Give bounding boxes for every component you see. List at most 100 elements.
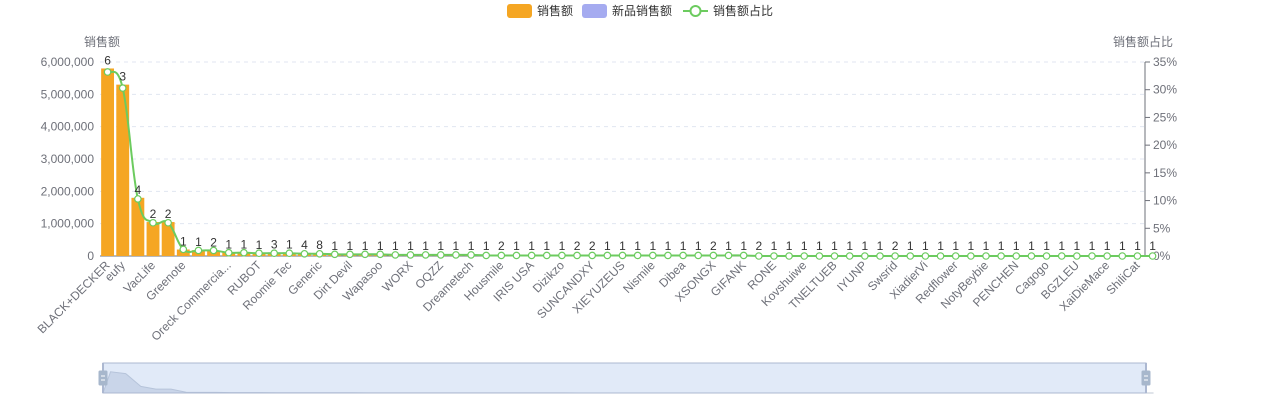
y-left-tick-3: 3,000,000 — [41, 152, 95, 166]
zoom-handle-left[interactable] — [98, 363, 108, 393]
share-point-7 — [209, 246, 218, 255]
legend-item-0[interactable]: 销售额 — [507, 3, 573, 18]
bar-label-19: 1 — [392, 239, 399, 253]
x-label-20: WORX — [379, 258, 415, 294]
bar-label-5: 1 — [180, 234, 187, 248]
y-right-tick-6: 30% — [1153, 83, 1177, 97]
y-right-tick-5: 25% — [1153, 110, 1177, 124]
bar-label-64: 1 — [1074, 239, 1081, 253]
share-point-11 — [270, 249, 278, 258]
share-point-49 — [845, 252, 854, 260]
bar-sales-2 — [131, 197, 145, 256]
share-point-13 — [300, 249, 309, 258]
share-point-17 — [361, 250, 369, 259]
bar-label-52: 2 — [892, 239, 899, 253]
y-left-tick-5: 5,000,000 — [41, 87, 95, 101]
share-point-69 — [1148, 252, 1157, 260]
share-point-52 — [891, 252, 899, 260]
bar-label-37: 1 — [665, 239, 672, 253]
share-point-53 — [906, 252, 915, 260]
bar-label-8: 1 — [225, 237, 232, 251]
bar-label-20: 1 — [407, 239, 414, 253]
share-point-8 — [224, 248, 233, 257]
share-point-6 — [194, 246, 203, 255]
y-left-axis-name: 销售额 — [84, 34, 120, 49]
share-point-55 — [936, 252, 945, 260]
bar-label-59: 1 — [998, 239, 1005, 253]
legend-item-1[interactable]: 新品销售额 — [582, 3, 672, 18]
legend-item-2[interactable]: 销售额占比 — [683, 3, 773, 18]
bar-label-18: 1 — [377, 239, 384, 253]
data-zoom-slider[interactable] — [98, 362, 1154, 394]
bar-label-23: 1 — [453, 239, 460, 253]
y-right-tick-3: 15% — [1153, 166, 1177, 180]
bar-label-34: 1 — [619, 239, 626, 253]
bar-label-10: 1 — [256, 238, 263, 252]
share-point-31 — [573, 251, 581, 260]
share-point-62 — [1042, 252, 1051, 260]
bar-label-61: 1 — [1028, 239, 1035, 253]
x-label-0: BLACK+DECKER — [35, 258, 113, 336]
bar-label-7: 2 — [210, 235, 217, 249]
bar-label-16: 1 — [347, 239, 354, 253]
share-point-5 — [179, 245, 188, 254]
legend-label-2: 销售额占比 — [713, 3, 773, 18]
y-right-tick-2: 10% — [1153, 194, 1177, 208]
share-point-64 — [1073, 252, 1081, 260]
bar-label-31: 2 — [574, 239, 581, 253]
bar-label-33: 1 — [604, 239, 611, 253]
share-point-34 — [618, 251, 627, 260]
line-share — [103, 68, 1157, 260]
share-point-28 — [527, 251, 536, 260]
bar-label-44: 1 — [771, 239, 778, 253]
y-right-tick-4: 20% — [1153, 138, 1177, 152]
bar-label-45: 1 — [786, 239, 793, 253]
share-point-18 — [376, 250, 384, 259]
bar-label-54: 1 — [922, 239, 929, 253]
share-point-20 — [406, 251, 415, 259]
zoom-handle-grip-0 — [98, 370, 108, 386]
share-point-41 — [724, 251, 733, 260]
share-point-2 — [134, 195, 142, 203]
legend-swatch-0 — [507, 4, 532, 18]
bar-label-46: 1 — [801, 239, 808, 253]
bar-label-57: 1 — [967, 239, 974, 253]
share-point-27 — [512, 251, 521, 260]
share-point-23 — [452, 251, 460, 259]
bar-label-65: 1 — [1089, 239, 1096, 253]
share-point-30 — [558, 251, 566, 260]
share-point-26 — [497, 251, 506, 260]
y-right-ticks: 0% 5% 10% 15% 20% 25% 30% 35% — [1144, 55, 1177, 263]
bar-label-30: 1 — [559, 239, 566, 253]
share-point-40 — [709, 251, 718, 260]
bar-label-58: 1 — [983, 239, 990, 253]
share-point-10 — [255, 249, 263, 258]
share-point-35 — [633, 251, 642, 260]
share-point-0 — [103, 68, 112, 76]
y-right-tick-1: 5% — [1153, 221, 1171, 235]
bar-label-55: 1 — [937, 239, 944, 253]
share-point-61 — [1027, 252, 1036, 260]
bar-label-63: 1 — [1058, 239, 1065, 253]
share-point-16 — [346, 250, 354, 259]
bar-sales-4 — [161, 222, 175, 256]
bar-label-24: 1 — [468, 239, 475, 253]
share-point-33 — [603, 251, 612, 260]
share-point-48 — [830, 252, 839, 260]
share-point-25 — [482, 251, 490, 260]
bar-label-28: 1 — [528, 239, 535, 253]
share-point-15 — [330, 250, 339, 259]
share-point-19 — [391, 251, 400, 259]
zoom-handle-right[interactable] — [1141, 363, 1151, 393]
bar-label-11: 3 — [271, 237, 278, 251]
share-point-54 — [921, 252, 930, 260]
legend[interactable]: 销售额 新品销售额 销售额占比 — [507, 3, 773, 18]
share-point-47 — [815, 252, 824, 260]
share-point-4 — [164, 218, 172, 227]
zoom-window — [103, 363, 1146, 393]
bar-label-1: 3 — [119, 70, 126, 84]
share-point-66 — [1103, 252, 1111, 260]
bar-label-14: 8 — [316, 238, 323, 252]
bar-label-38: 1 — [680, 239, 687, 253]
